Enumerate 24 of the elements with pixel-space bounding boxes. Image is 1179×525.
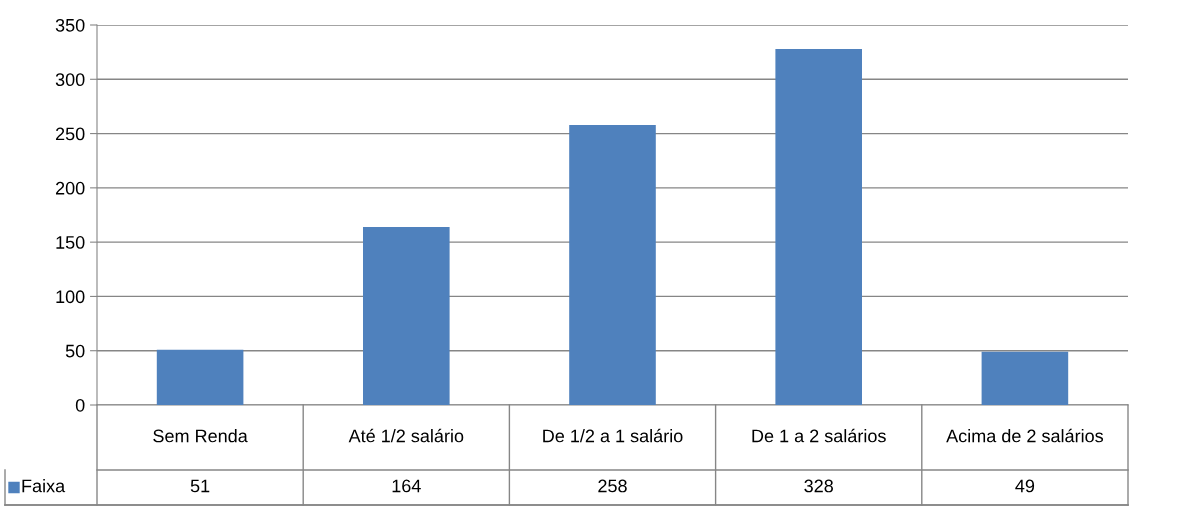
x-tick-label: De 1 a 2 salários: [752, 428, 886, 443]
y-tick-label: 0: [75, 398, 85, 412]
y-tick-label: 300: [55, 73, 85, 87]
x-tick-label: Até 1/2 salário: [348, 428, 464, 443]
bar: [569, 124, 656, 405]
bar: [363, 226, 450, 405]
y-tick-label: 350: [55, 18, 85, 32]
x-tick-label: Acima de 2 salários: [946, 428, 1104, 443]
data-label: 258: [598, 479, 627, 493]
x-tick-label: De 1/2 a 1 salário: [543, 428, 683, 443]
y-tick-label: 150: [56, 236, 85, 249]
y-tick-label: 250: [55, 127, 85, 141]
bar: [981, 351, 1069, 405]
x-tick-label: Sem Renda: [153, 429, 248, 443]
data-label: 51: [190, 479, 210, 493]
y-tick-label: 100: [56, 290, 85, 304]
y-tick-label: 200: [55, 181, 85, 195]
data-label: 49: [1015, 479, 1035, 493]
bar: [156, 349, 244, 405]
data-label: 164: [392, 479, 421, 493]
y-tick-label: 50: [65, 344, 85, 358]
data-label: 328: [804, 479, 833, 493]
legend-label: Faixa: [22, 479, 66, 493]
bar: [775, 48, 862, 405]
